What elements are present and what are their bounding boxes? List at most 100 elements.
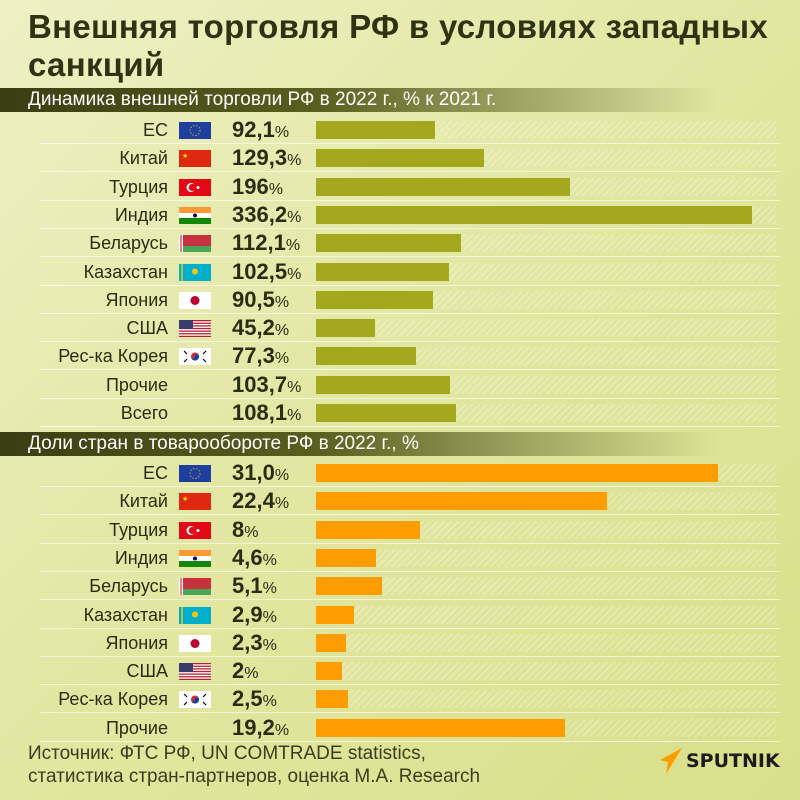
- value-unit: %: [285, 237, 301, 255]
- bar: [316, 605, 354, 624]
- flag-cn-icon: ★: [179, 493, 211, 511]
- table-row: ЕС 31,0%: [0, 459, 800, 487]
- value-unit: %: [262, 608, 277, 626]
- value-unit: %: [287, 265, 302, 283]
- svg-text:★: ★: [182, 495, 188, 503]
- table-row: Турция 196%: [0, 173, 800, 201]
- table-row: Беларусь 5,1%: [0, 572, 800, 602]
- country-label: Индия: [114, 547, 168, 568]
- bar: [316, 205, 753, 224]
- value-unit: %: [287, 378, 302, 396]
- bar: [316, 234, 462, 253]
- value-label: 102,5%: [232, 259, 312, 288]
- bar: [316, 375, 451, 394]
- bar: [316, 177, 571, 196]
- value-unit: %: [274, 495, 290, 513]
- table-row: ЕС 92,1%: [0, 116, 800, 144]
- value-label: 2%: [232, 658, 312, 687]
- value-number: 129,3: [232, 145, 288, 171]
- value-unit: %: [268, 180, 283, 198]
- flag-kr-icon: [179, 691, 211, 709]
- svg-text:★: ★: [182, 152, 188, 160]
- country-label: Прочие: [105, 374, 168, 395]
- country-label: Рес-ка Корея: [58, 346, 168, 367]
- country-label: Беларусь: [89, 576, 168, 597]
- country-label: Китай: [119, 148, 168, 169]
- value-number: 8: [232, 516, 245, 542]
- source-line: Источник: ФТС РФ, UN COMTRADE statistics…: [28, 743, 426, 764]
- bar-track: [316, 520, 776, 539]
- country-label: Казахстан: [83, 604, 168, 625]
- section-header-dynamics: Динамика внешней торговли РФ в 2022 г., …: [0, 88, 800, 112]
- value-unit: %: [287, 407, 302, 424]
- country-label: США: [126, 661, 168, 682]
- value-number: 102,5: [232, 258, 288, 284]
- value-label: 108,1%: [232, 400, 312, 429]
- bar: [316, 149, 484, 168]
- bar-track: [316, 690, 776, 709]
- flag-by-icon: [179, 235, 211, 253]
- source-line: статистика стран-партнеров, оценка М.А. …: [28, 766, 481, 787]
- country-label: Турция: [109, 519, 168, 540]
- value-number: 45,2: [232, 315, 275, 341]
- table-row: Рес-ка Корея 77,3%: [0, 342, 800, 371]
- country-label: Казахстан: [83, 261, 168, 282]
- bar: [316, 464, 719, 482]
- value-label: 112,1%: [232, 230, 312, 259]
- value-number: 196: [232, 173, 269, 199]
- table-row: Индия 336,2%: [0, 201, 800, 229]
- value-label: 45,2%: [232, 315, 312, 344]
- bar: [316, 492, 607, 511]
- value-label: 196%: [232, 174, 312, 203]
- table-row: Япония 90,5%: [0, 286, 800, 314]
- bar-track: [316, 548, 776, 567]
- value-number: 31,0: [232, 460, 275, 485]
- logo-text: SPUTNIK: [686, 750, 780, 772]
- flag-cn-icon: ★: [179, 150, 211, 168]
- bar: [316, 577, 383, 596]
- flag-kz-icon: [179, 606, 211, 624]
- bar: [316, 262, 449, 281]
- bar-track: [316, 319, 776, 338]
- table-row: Индия 4,6%: [0, 544, 800, 572]
- flag-in-icon: [179, 549, 211, 567]
- table-row: США 45,2%: [0, 314, 800, 344]
- page-title: Внешняя торговля РФ в условиях западных …: [28, 8, 768, 83]
- table-row: Рес-ка Корея 2,5%: [0, 685, 800, 714]
- table-row: Всего 108,1%: [0, 399, 800, 427]
- bar: [316, 690, 349, 709]
- flag-tr-icon: [179, 178, 211, 196]
- table-row: Прочие 19,2%: [0, 714, 800, 742]
- country-label: Япония: [105, 289, 169, 310]
- flag-us-icon: [179, 320, 211, 338]
- bar: [316, 662, 342, 681]
- value-label: 5,1%: [232, 573, 312, 602]
- value-number: 112,1: [232, 230, 286, 256]
- value-unit: %: [244, 665, 259, 683]
- value-unit: %: [287, 208, 302, 226]
- value-number: 103,7: [232, 371, 288, 397]
- country-label: США: [126, 318, 168, 339]
- table-row: Турция 8%: [0, 516, 800, 544]
- value-unit: %: [274, 350, 290, 368]
- flag-us-icon: [179, 663, 211, 681]
- value-number: 336,2: [232, 201, 288, 227]
- value-unit: %: [262, 580, 277, 598]
- value-unit: %: [274, 467, 290, 484]
- sputnik-logo: SPUTNIK: [660, 748, 780, 774]
- value-unit: %: [244, 523, 259, 541]
- bar-track: [316, 662, 776, 681]
- value-label: 336,2%: [232, 202, 312, 231]
- country-label: Всего: [120, 403, 168, 423]
- value-number: 108,1: [232, 400, 288, 425]
- table-row: Китай ★ 22,4%: [0, 487, 800, 516]
- value-number: 2: [232, 658, 245, 684]
- value-label: 19,2%: [232, 715, 312, 744]
- bar-track: [316, 633, 776, 652]
- value-unit: %: [262, 636, 277, 654]
- bar: [316, 404, 457, 422]
- value-number: 19,2: [232, 714, 275, 740]
- bar: [316, 347, 417, 366]
- value-number: 2,5: [232, 686, 263, 712]
- bar: [316, 121, 436, 139]
